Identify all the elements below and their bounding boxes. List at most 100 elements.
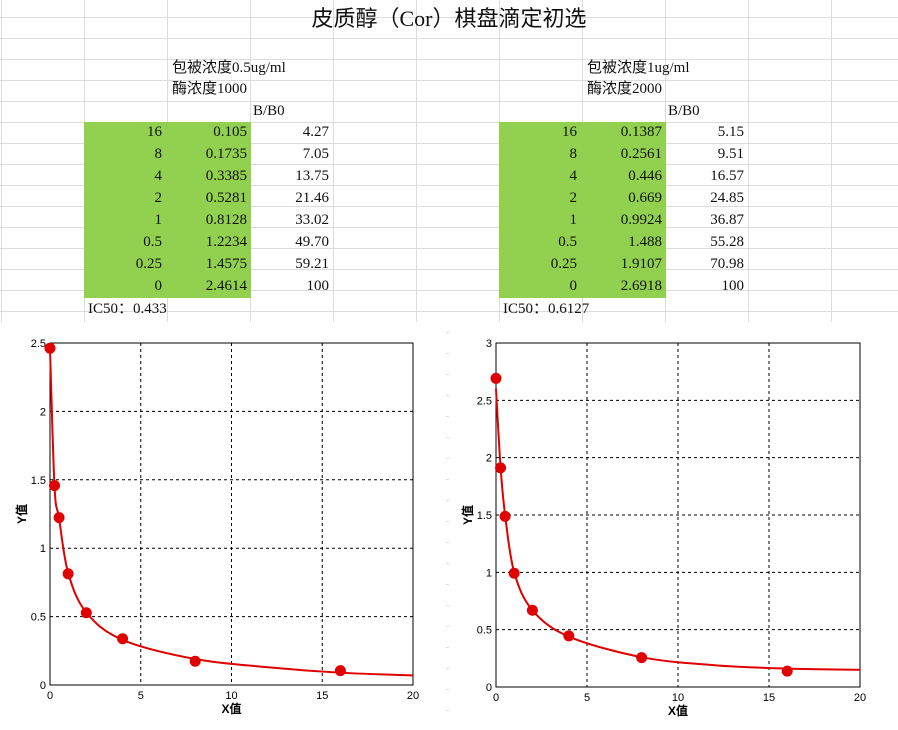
ic50-cell: IC50：0.6127 [503,301,590,317]
concentration-cell: 1 [154,212,163,228]
concentration-cell: 0.5 [558,234,577,250]
chart: 0 0.5 1 1.5 2 2.5 0 5 10 15 20 X值 Y值 [14,338,419,716]
x-tick-label: 20 [407,690,419,702]
fit-curve [49,348,414,677]
od-cell: 0.8128 [205,212,247,228]
concentration-cell: 8 [154,146,163,162]
green-fill [84,122,251,298]
ratio-cell: 5.15 [717,124,744,140]
ratio-cell: 55.28 [710,234,744,250]
x-tick-label: 0 [47,690,53,702]
y-tick-label: 2.5 [477,395,492,407]
sheet-title: 皮质醇（Cor）棋盘滴定初选 [311,6,587,31]
ratio-cell: 16.57 [710,168,744,184]
ratio-cell: 24.85 [710,190,744,206]
enzyme-label: 酶浓度1000 [172,81,248,97]
y-axis-label: Y值 [14,504,29,524]
concentration-cell: 2 [569,190,578,206]
x-tick-label: 15 [763,692,775,704]
y-tick-label: 1 [486,567,492,579]
y-tick-label: 1.5 [31,475,46,487]
x-tick-label: 10 [672,692,684,704]
x-tick-label: 20 [854,692,866,704]
y-tick-label: 2 [486,453,492,465]
x-axis-label: X值 [221,701,241,716]
ratio-cell: 36.87 [710,212,744,228]
y-tick-label: 0 [40,680,46,692]
ratio-cell: 49.70 [295,234,329,250]
concentration-cell: 8 [569,146,578,162]
data-point [334,665,346,677]
ratio-cell: 100 [721,278,745,294]
fit-curve [495,388,861,671]
od-cell: 0.1735 [205,146,247,162]
od-cell: 0.669 [628,190,662,206]
enzyme-label: 酶浓度2000 [587,81,663,97]
y-tick-label: 2.5 [31,338,46,350]
concentration-cell: 4 [154,168,163,184]
od-cell: 0.105 [213,124,247,140]
od-cell: 1.4575 [205,256,247,272]
od-cell: 0.5281 [205,190,247,206]
data-point [189,655,201,667]
data-point [508,567,520,579]
data-point [499,510,511,522]
od-cell: 2.4614 [205,278,247,294]
ic50-cell: IC50：0.433 [88,301,167,317]
coating-label: 包被浓度0.5ug/ml [172,60,286,76]
concentration-cell: 0.25 [135,256,162,272]
od-cell: 0.9924 [620,212,662,228]
x-tick-label: 0 [493,692,499,704]
column-header: B/B0 [253,103,285,119]
concentration-cell: 4 [569,168,578,184]
data-point [80,607,92,619]
ratio-cell: 13.75 [295,168,329,184]
y-tick-label: 3 [486,338,492,350]
x-tick-label: 5 [138,690,144,702]
ratio-cell: 70.98 [710,256,744,272]
column-header: B/B0 [668,103,700,119]
y-axis-label: Y值 [460,505,475,525]
y-tick-label: 0 [486,682,492,694]
y-tick-label: 2 [40,406,46,418]
concentration-cell: 0.5 [143,234,162,250]
od-cell: 0.1387 [620,124,662,140]
ratio-cell: 21.46 [295,190,329,206]
ratio-cell: 9.51 [717,146,744,162]
od-cell: 0.446 [628,168,662,184]
chart-area: 0 0.5 1 1.5 2 2.5 0 5 10 15 20 X值 Y值 [0,322,446,730]
concentration-cell: 0.25 [550,256,577,272]
ratio-cell: 59.21 [295,256,329,272]
data-point [49,480,61,492]
data-point [526,604,538,616]
ratio-cell: 4.27 [302,124,329,140]
od-cell: 0.2561 [620,146,662,162]
ratio-cell: 100 [306,278,330,294]
concentration-cell: 1 [569,212,578,228]
y-tick-label: 1 [40,543,46,555]
data-point [62,568,74,580]
data-point [563,630,575,642]
x-tick-label: 10 [225,690,237,702]
data-point [495,462,507,474]
x-axis-label: X值 [668,703,688,718]
data-point [117,633,129,645]
concentration-cell: 16 [562,124,577,140]
data-point [781,665,793,677]
data-point [53,512,65,524]
green-fill [499,122,666,298]
coating-label: 包被浓度1ug/ml [587,60,690,76]
ratio-cell: 33.02 [295,212,329,228]
od-cell: 1.2234 [205,234,247,250]
concentration-cell: 0 [154,278,163,294]
y-tick-label: 1.5 [477,510,492,522]
data-point [44,342,56,354]
concentration-cell: 0 [569,278,578,294]
plot-frame [49,342,414,686]
od-cell: 2.6918 [620,278,662,294]
od-cell: 0.3385 [205,168,247,184]
data-point [490,372,502,384]
data-point [636,652,648,664]
y-tick-label: 0.5 [477,625,492,637]
